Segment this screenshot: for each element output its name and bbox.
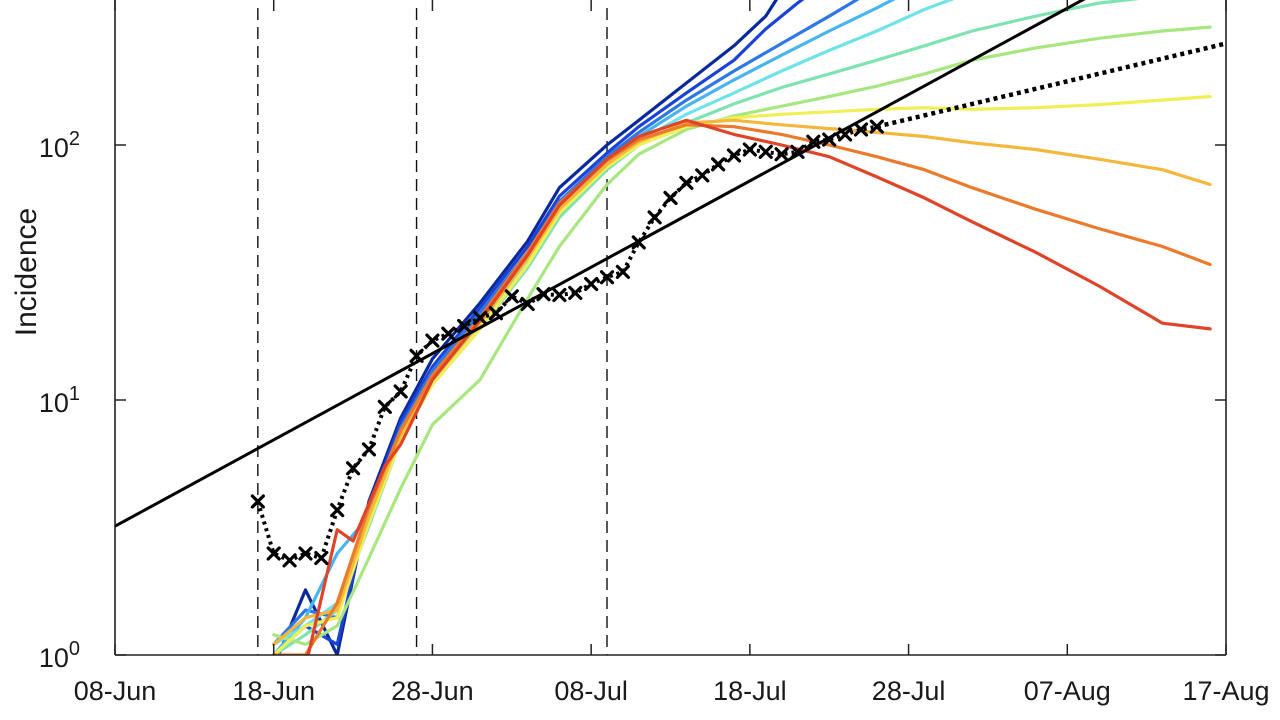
observed-point xyxy=(695,168,710,183)
series-line xyxy=(272,118,1212,655)
observed-point xyxy=(822,132,837,147)
y-tick-label: 102 xyxy=(39,128,80,163)
series-line xyxy=(272,0,805,655)
observed-point xyxy=(726,148,742,163)
observed-data xyxy=(250,119,884,568)
x-tick-label: 28-Jul xyxy=(872,676,946,706)
observed-point xyxy=(441,326,456,341)
observed-point xyxy=(314,550,329,566)
observed-point xyxy=(298,546,313,561)
series-line xyxy=(272,0,860,647)
observed-point xyxy=(266,546,281,561)
x-tick-label: 18-Jun xyxy=(232,676,315,706)
observed-point xyxy=(472,310,488,325)
y-tick-base: 10 xyxy=(39,133,69,163)
observed-point xyxy=(742,142,757,157)
observed-point xyxy=(377,399,392,414)
series-line xyxy=(272,25,1212,647)
x-tick-label: 07-Aug xyxy=(1024,676,1111,706)
observed-point xyxy=(790,144,805,159)
observed-point xyxy=(869,119,884,134)
observed-point xyxy=(711,157,726,172)
observed-point xyxy=(663,190,678,206)
observed-point xyxy=(806,134,821,149)
observed-point xyxy=(393,384,408,399)
y-tick-base: 10 xyxy=(39,643,69,673)
observed-point xyxy=(552,287,567,303)
scenario-series xyxy=(272,0,1212,655)
observed-point xyxy=(409,348,424,363)
observed-point xyxy=(631,235,646,250)
x-tick-label: 28-Jun xyxy=(391,676,474,706)
observed-point xyxy=(488,306,504,321)
observed-point xyxy=(837,127,853,142)
x-tick-label: 17-Aug xyxy=(1182,676,1269,706)
y-axis-label: Incidence xyxy=(10,208,43,336)
observed-point xyxy=(345,461,361,476)
x-tick-label: 08-Jun xyxy=(74,676,157,706)
observed-point xyxy=(330,503,345,518)
observed-point xyxy=(568,285,583,301)
y-tick-exponent: 0 xyxy=(69,638,80,660)
y-tick-exponent: 1 xyxy=(69,383,80,405)
observed-point xyxy=(520,296,535,312)
observed-point xyxy=(599,270,615,285)
reference-vlines xyxy=(257,8,608,655)
observed-point xyxy=(774,147,789,162)
series-line xyxy=(272,118,1212,647)
observed-point xyxy=(425,333,440,348)
axes xyxy=(114,0,1227,656)
observed-point xyxy=(282,553,297,568)
x-tick-label: 08-Jul xyxy=(554,676,628,706)
x-tick-label: 18-Jul xyxy=(713,676,787,706)
observed-point xyxy=(457,318,472,334)
observed-point xyxy=(584,276,599,292)
series-line xyxy=(272,94,1212,655)
x-axis-ticks: 08-Jun 18-Jun 28-Jun 08-Jul 18-Jul 28-Jul 07-A… xyxy=(74,0,1270,706)
observed-point xyxy=(361,442,377,457)
projection-line xyxy=(876,41,1226,129)
observed-point xyxy=(615,264,630,279)
observed-point xyxy=(536,287,551,302)
fit-lines xyxy=(115,0,1226,528)
observed-point xyxy=(758,144,773,159)
observed-point xyxy=(647,210,662,225)
fit-line xyxy=(115,0,1086,528)
y-tick-label: 101 xyxy=(39,383,80,418)
y-tick-base: 10 xyxy=(39,388,69,418)
observed-line xyxy=(255,124,878,563)
y-tick-label: 100 xyxy=(39,638,80,673)
observed-point xyxy=(679,175,694,191)
observed-point xyxy=(504,289,519,304)
y-tick-exponent: 2 xyxy=(69,128,80,150)
series-line xyxy=(272,0,1140,655)
series-line xyxy=(272,0,955,647)
observed-point xyxy=(250,494,265,509)
observed-point xyxy=(853,122,869,137)
